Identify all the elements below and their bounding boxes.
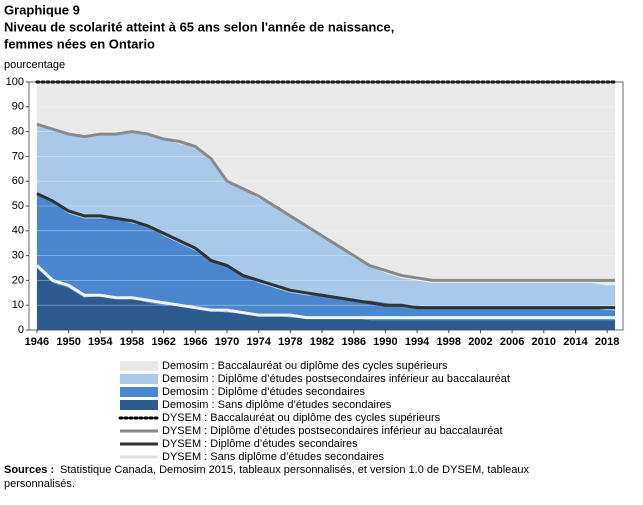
legend-label: DYSEM : Sans diplôme d’études secondaire… xyxy=(162,451,384,463)
legend-label: DYSEM : Baccalauréat ou diplôme des cycl… xyxy=(162,412,441,424)
legend-label: DYSEM : Diplôme d’études postsecondaires… xyxy=(162,425,503,437)
area xyxy=(36,124,616,311)
x-tick-label: 1998 xyxy=(437,336,461,348)
x-tick-label: 1994 xyxy=(405,336,430,348)
legend-label: Demosim : Baccalauréat ou diplôme des cy… xyxy=(162,360,448,372)
x-tick-label: 2002 xyxy=(468,336,492,348)
y-tick-label: 40 xyxy=(12,225,24,237)
y-tick-label: 80 xyxy=(12,126,24,138)
x-tick-label: 1982 xyxy=(310,336,334,348)
legend-swatch xyxy=(120,387,158,397)
x-tick-label: 1962 xyxy=(151,336,175,348)
x-tick-label: 1954 xyxy=(88,336,113,348)
area xyxy=(36,82,616,286)
x-tick-label: 1974 xyxy=(246,336,271,348)
legend-label: DYSEM : Diplôme d’études secondaires xyxy=(162,438,358,450)
legend-swatch xyxy=(120,361,158,371)
legend-swatch xyxy=(120,374,158,384)
x-tick-label: 2010 xyxy=(532,336,556,348)
legend-label: Demosim : Diplôme d’études secondaires xyxy=(162,386,365,398)
legend-label: Demosim : Sans diplôme d’études secondai… xyxy=(162,399,392,411)
x-tick-label: 1958 xyxy=(120,336,144,348)
x-tick-label: 1990 xyxy=(373,336,397,348)
y-tick-label: 100 xyxy=(6,76,24,88)
y-tick-label: 60 xyxy=(12,175,24,187)
chart-subtitle: Niveau de scolarité atteint à 65 ans sel… xyxy=(4,19,394,34)
source-text: personnalisés. xyxy=(4,478,75,490)
x-tick-label: 1946 xyxy=(25,336,49,348)
y-tick-label: 20 xyxy=(12,274,24,286)
source-label: Sources : xyxy=(4,464,54,476)
y-tick-label: 90 xyxy=(12,101,24,113)
x-tick-label: 2014 xyxy=(563,336,588,348)
x-tick-label: 1970 xyxy=(215,336,239,348)
x-tick-label: 1986 xyxy=(341,336,365,348)
x-tick-label: 2006 xyxy=(500,336,524,348)
chart-subtitle: femmes nées en Ontario xyxy=(4,36,155,51)
line xyxy=(36,192,616,310)
legend-label: Demosim : Diplôme d’études postsecondair… xyxy=(162,373,510,385)
legend-swatch xyxy=(120,400,158,410)
y-tick-label: 10 xyxy=(12,299,24,311)
chart-title: Graphique 9 xyxy=(4,2,80,17)
x-tick-label: 1978 xyxy=(278,336,302,348)
line xyxy=(35,264,616,320)
x-tick-label: 1966 xyxy=(183,336,207,348)
y-tick-label: 70 xyxy=(12,150,24,162)
y-tick-label: 50 xyxy=(12,200,24,212)
area xyxy=(36,193,616,321)
x-tick-label: 1950 xyxy=(56,336,80,348)
line xyxy=(36,122,616,282)
y-axis-label: pourcentage xyxy=(4,59,65,71)
x-tick-label: 2018 xyxy=(595,336,619,348)
y-tick-label: 0 xyxy=(18,324,24,336)
source-text: Statistique Canada, Demosim 2015, tablea… xyxy=(60,464,529,476)
area xyxy=(36,268,616,330)
y-tick-label: 30 xyxy=(12,250,24,262)
